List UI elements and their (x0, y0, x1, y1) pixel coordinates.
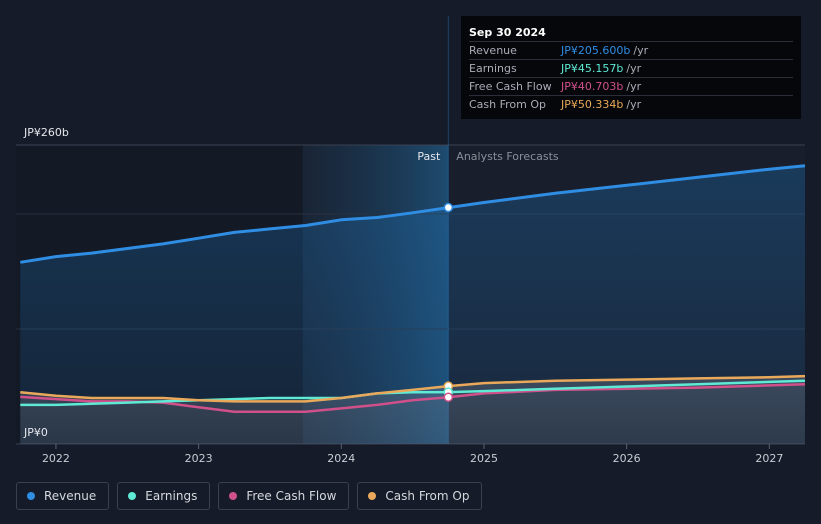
cash-from-op-dot-icon (368, 492, 377, 500)
free-cash-flow-point-marker (443, 392, 454, 402)
tooltip-row-revenue: Revenue JP¥205.600b /yr (469, 41, 793, 59)
y-axis-top-label: JP¥260b (23, 126, 69, 139)
tooltip-value: JP¥45.157b (561, 62, 624, 75)
tooltip-date: Sep 30 2024 (469, 26, 546, 39)
revenue-dot-icon (27, 492, 35, 500)
x-tick-label: 2025 (470, 452, 498, 465)
tooltip-value: JP¥205.600b (561, 44, 631, 57)
x-tick-label: 2026 (613, 452, 641, 465)
tooltip-label: Cash From Op (469, 98, 547, 111)
cash-from-op-series-line (20, 374, 806, 403)
legend-item-cash-from-op[interactable]: Cash From Op (357, 482, 483, 510)
cash-from-op-area (20, 376, 806, 444)
tooltip-label: Free Cash Flow (469, 80, 552, 93)
legend-item-revenue[interactable]: Revenue (16, 482, 110, 510)
x-tick-label: 2024 (327, 452, 355, 465)
legend-item-free-cash-flow[interactable]: Free Cash Flow (218, 482, 350, 510)
tooltip-unit: /yr (633, 44, 649, 57)
x-tick-label: 2027 (755, 452, 783, 465)
free-cash-flow-dot-icon (229, 492, 238, 500)
earnings-dot-icon (128, 492, 137, 500)
tooltip-unit: /yr (626, 80, 642, 93)
y-axis-bottom-label: JP¥0 (23, 426, 48, 439)
legend-label: Cash From Op (385, 489, 470, 503)
tooltip-value: JP¥40.703b (561, 80, 624, 93)
x-tick-label: 2023 (185, 452, 213, 465)
tooltip-row-earnings: Earnings JP¥45.157b /yr (469, 59, 793, 77)
forecast-label: Analysts Forecasts (456, 150, 559, 163)
tooltip-row-free-cash-flow: Free Cash Flow JP¥40.703b /yr (469, 77, 793, 95)
legend-label: Earnings (145, 489, 198, 503)
tooltip-row-cash-from-op: Cash From Op JP¥50.334b /yr (469, 95, 793, 113)
revenue-point-marker (443, 202, 454, 213)
chart-legend: Revenue Earnings Free Cash Flow Cash Fro… (16, 482, 483, 510)
revenue-series-line (20, 164, 806, 264)
tooltip-label: Earnings (469, 62, 517, 75)
tooltip-unit: /yr (626, 98, 642, 111)
x-tick-label: 2022 (42, 452, 70, 465)
tooltip-value: JP¥50.334b (561, 98, 624, 111)
legend-label: Revenue (44, 489, 97, 503)
chart-tooltip: Sep 30 2024 Revenue JP¥205.600b /yr Earn… (461, 16, 801, 119)
legend-label: Free Cash Flow (246, 489, 337, 503)
past-label: Past (417, 150, 441, 163)
legend-item-earnings[interactable]: Earnings (117, 482, 211, 510)
revenue-area (20, 165, 806, 444)
tooltip-unit: /yr (626, 62, 642, 75)
tooltip-label: Revenue (469, 44, 517, 57)
